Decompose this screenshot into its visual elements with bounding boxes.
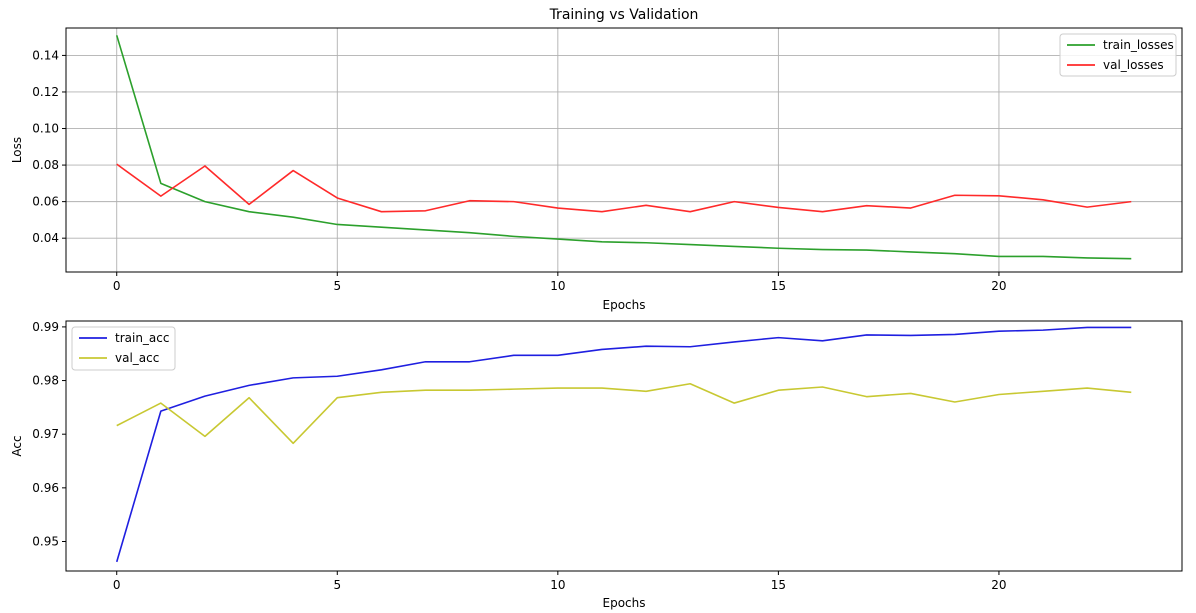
loss-grid <box>66 28 1182 272</box>
y-tick-label: 0.96 <box>32 481 59 495</box>
acc-plot-frame <box>65 320 1183 572</box>
legend-label: val_acc <box>115 351 159 365</box>
legend-label: train_acc <box>115 331 169 345</box>
series-points-val_losses <box>117 164 1132 212</box>
legend-label: val_losses <box>1103 58 1164 72</box>
series-points-train_acc <box>117 327 1132 561</box>
x-tick-label: 10 <box>550 279 565 293</box>
acc-legend: train_acc val_acc <box>71 326 176 371</box>
acc-chart: 0 5 10 15 20 0.95 0.96 0.97 0.98 0.99 Epochs Acc tra… <box>10 320 1183 610</box>
x-tick-label: 0 <box>113 279 121 293</box>
x-tick-label: 5 <box>333 279 341 293</box>
x-axis-label: Epochs <box>603 596 646 610</box>
y-axis-label: Loss <box>10 137 24 163</box>
loss-plot-frame <box>65 27 1183 273</box>
y-tick-label: 0.14 <box>32 48 59 62</box>
x-tick-label: 15 <box>771 578 786 592</box>
series-line-train_losses <box>115 35 1132 260</box>
x-axis-label: Epochs <box>603 298 646 312</box>
y-tick-label: 0.99 <box>32 320 59 334</box>
legend-label: train_losses <box>1103 38 1174 52</box>
y-tick-label: 0.12 <box>32 85 59 99</box>
series-points-train_losses <box>117 35 1132 258</box>
x-tick-label: 20 <box>991 279 1006 293</box>
series-line-val_acc <box>116 382 1132 445</box>
y-tick-label: 0.10 <box>32 122 59 136</box>
series-line-val_losses <box>116 163 1132 213</box>
y-tick-label: 0.08 <box>32 158 59 172</box>
chart-title: Training vs Validation <box>549 7 699 23</box>
y-tick-label: 0.06 <box>32 195 59 209</box>
y-tick-label: 0.95 <box>32 534 59 548</box>
loss-chart: Training vs Validation 0 5 10 15 20 0.04 0.06 0.… <box>10 7 1183 312</box>
x-tick-label: 10 <box>550 578 565 592</box>
x-tick-label: 5 <box>333 578 341 592</box>
y-tick-label: 0.98 <box>32 374 59 388</box>
y-tick-label: 0.97 <box>32 427 59 441</box>
x-tick-label: 20 <box>991 578 1006 592</box>
y-tick-label: 0.04 <box>32 231 59 245</box>
series-line-train_acc <box>115 326 1132 563</box>
x-tick-label: 15 <box>771 279 786 293</box>
y-axis-label: Acc <box>10 435 24 456</box>
loss-legend: train_losses val_losses <box>1059 33 1177 77</box>
series-points-val_acc <box>117 384 1132 444</box>
x-tick-label: 0 <box>113 578 121 592</box>
